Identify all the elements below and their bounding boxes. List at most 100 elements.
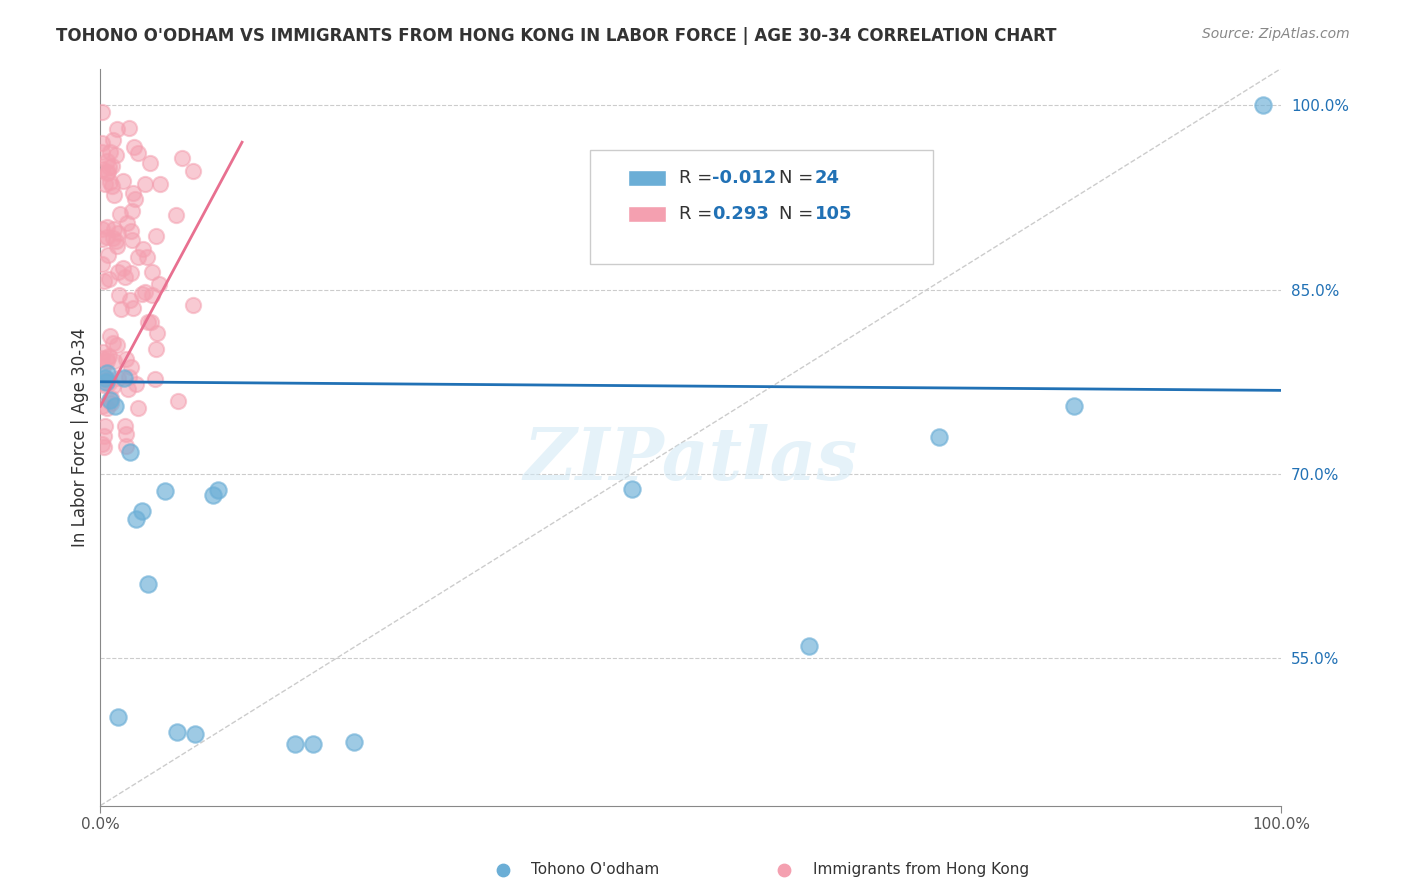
- Point: [90, 257, 112, 271]
- Point: [97, 248, 120, 262]
- Point: [97, 373, 120, 387]
- Point: [492, 863, 515, 878]
- Point: [122, 186, 145, 200]
- Point: [125, 512, 148, 526]
- Point: [94, 371, 117, 385]
- Point: [115, 351, 138, 366]
- Point: [128, 250, 150, 264]
- Point: [121, 204, 143, 219]
- Point: [93, 441, 115, 455]
- Point: [928, 430, 950, 444]
- Text: R =: R =: [679, 205, 718, 223]
- Point: [136, 315, 159, 329]
- Point: [343, 735, 366, 749]
- Point: [98, 393, 121, 408]
- Point: [98, 160, 121, 174]
- Point: [207, 483, 229, 497]
- Point: [97, 271, 120, 285]
- Point: [101, 179, 124, 194]
- Text: Tohono O'odham: Tohono O'odham: [531, 863, 659, 877]
- Point: [136, 577, 159, 591]
- Point: [114, 419, 136, 434]
- Point: [90, 145, 112, 159]
- Point: [96, 153, 118, 168]
- Point: [90, 136, 112, 150]
- Point: [167, 393, 190, 408]
- Point: [96, 375, 118, 389]
- Point: [96, 354, 118, 368]
- Point: [94, 419, 117, 434]
- Point: [201, 488, 224, 502]
- Point: [108, 288, 131, 302]
- Point: [98, 175, 121, 189]
- Point: [96, 373, 118, 387]
- Point: [141, 287, 163, 301]
- Point: [97, 376, 120, 391]
- Point: [797, 639, 820, 653]
- Point: [107, 226, 129, 240]
- Point: [91, 232, 114, 246]
- Point: [111, 261, 134, 276]
- Point: [93, 377, 115, 392]
- Point: [101, 133, 124, 147]
- Point: [100, 396, 122, 410]
- Point: [120, 225, 142, 239]
- Point: [111, 174, 134, 188]
- Point: [107, 371, 129, 385]
- Text: N =: N =: [779, 205, 820, 223]
- Bar: [628, 170, 666, 186]
- Point: [97, 165, 120, 179]
- Point: [181, 298, 204, 312]
- Point: [103, 231, 125, 245]
- Point: [96, 220, 118, 235]
- Point: [105, 239, 128, 253]
- Point: [124, 140, 146, 154]
- Text: N =: N =: [779, 169, 820, 187]
- Point: [118, 293, 141, 308]
- Point: [139, 155, 162, 169]
- Point: [284, 737, 307, 751]
- Point: [115, 426, 138, 441]
- Point: [90, 221, 112, 235]
- Point: [127, 146, 149, 161]
- Point: [91, 360, 114, 375]
- Point: [134, 285, 156, 299]
- Point: [90, 399, 112, 413]
- Point: [148, 277, 170, 292]
- Text: 105: 105: [814, 205, 852, 223]
- Point: [114, 439, 136, 453]
- Point: [132, 242, 155, 256]
- Point: [103, 354, 125, 368]
- Point: [96, 351, 118, 366]
- Point: [91, 105, 114, 120]
- Point: [121, 233, 143, 247]
- Point: [124, 193, 146, 207]
- Point: [103, 221, 125, 235]
- Point: [166, 725, 188, 739]
- Point: [165, 208, 187, 222]
- Point: [103, 400, 125, 414]
- Text: -0.012: -0.012: [711, 169, 776, 187]
- Point: [103, 187, 125, 202]
- Point: [101, 335, 124, 350]
- Point: [141, 315, 163, 329]
- Text: R =: R =: [679, 169, 718, 187]
- Point: [91, 344, 114, 359]
- Point: [131, 287, 153, 301]
- Point: [131, 504, 153, 518]
- Point: [100, 391, 122, 405]
- Point: [122, 301, 145, 316]
- Point: [181, 164, 204, 178]
- Point: [98, 145, 121, 159]
- Point: [108, 207, 131, 221]
- Point: [107, 710, 129, 724]
- Point: [118, 369, 141, 384]
- Point: [302, 737, 325, 751]
- Point: [155, 484, 177, 499]
- Point: [145, 343, 167, 357]
- Point: [141, 265, 163, 279]
- Point: [101, 378, 124, 392]
- Point: [90, 351, 112, 365]
- Bar: [628, 206, 666, 222]
- Point: [105, 148, 128, 162]
